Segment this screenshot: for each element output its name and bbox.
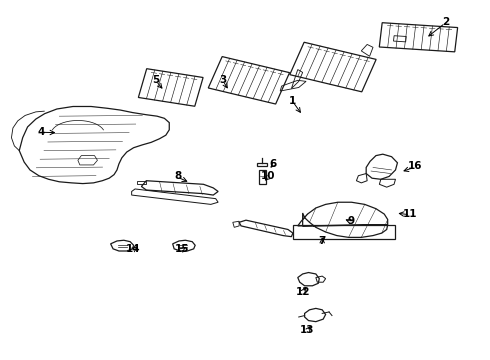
Text: 4: 4 [37,127,45,136]
Text: 1: 1 [289,96,296,106]
Text: 2: 2 [441,17,449,27]
Text: 12: 12 [295,287,310,297]
Text: 7: 7 [318,236,326,246]
Text: 6: 6 [270,159,277,169]
Text: 5: 5 [152,75,160,85]
Text: 11: 11 [403,209,417,219]
Text: 16: 16 [408,161,422,171]
Text: 15: 15 [175,244,190,254]
Text: 8: 8 [174,171,181,181]
Text: 10: 10 [261,171,276,181]
Text: 9: 9 [348,216,355,226]
Text: 3: 3 [220,75,227,85]
Text: 14: 14 [126,244,141,254]
Text: 13: 13 [300,325,315,335]
